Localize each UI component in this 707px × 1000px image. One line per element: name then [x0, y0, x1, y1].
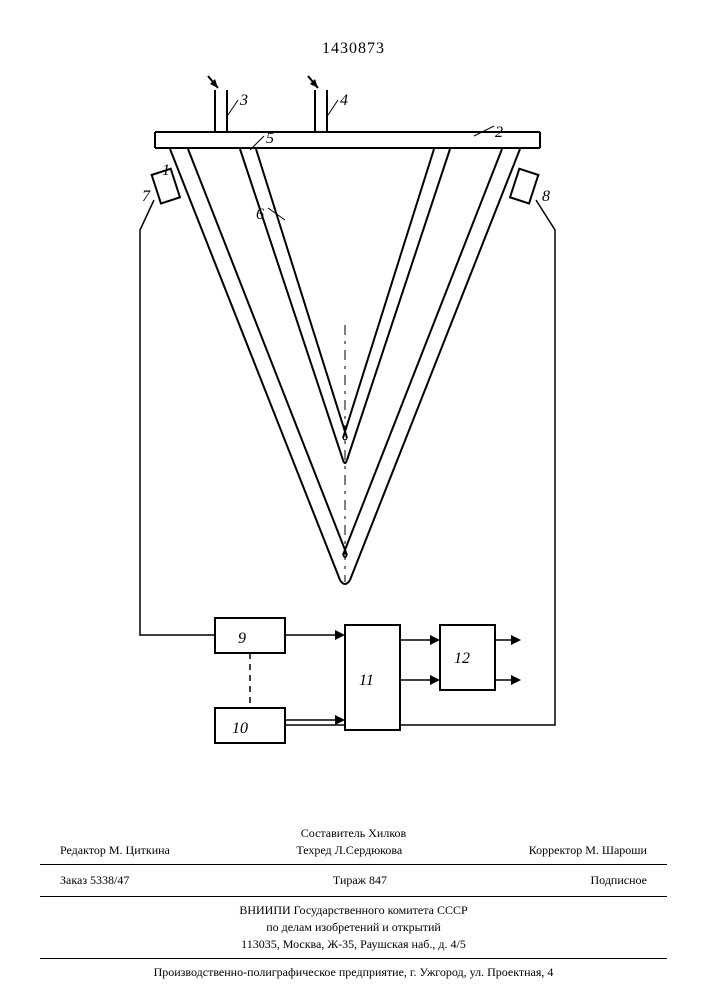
divider-1 [40, 864, 667, 865]
sensor-right [510, 169, 538, 204]
divider-3 [40, 958, 667, 959]
top-plate [155, 132, 540, 148]
leader-4 [328, 100, 338, 115]
footer: Составитель Хилков Редактор М. Циткина Т… [0, 824, 707, 1000]
patent-page: 1430873 [0, 0, 707, 1000]
block-9 [215, 618, 285, 653]
patent-number: 1430873 [0, 40, 707, 58]
label-9: 9 [238, 630, 246, 648]
label-11: 11 [359, 672, 374, 690]
link-11-12a [400, 635, 440, 645]
label-3: 3 [240, 92, 248, 110]
label-2: 2 [495, 124, 503, 142]
inner-funnel [240, 149, 450, 463]
compiler: Составитель Хилков [60, 826, 647, 841]
org-line-1: ВНИИПИ Государственного комитета СССР [0, 903, 707, 918]
label-1: 1 [162, 162, 170, 180]
patent-diagram [100, 70, 600, 790]
label-5: 5 [266, 130, 274, 148]
link-9-11 [285, 630, 345, 640]
arrow-right-icon [308, 76, 318, 88]
link-11-12b [400, 675, 440, 685]
leader-3 [228, 100, 238, 115]
divider-2 [40, 896, 667, 897]
label-12: 12 [454, 650, 470, 668]
inlet-right [315, 90, 327, 132]
leader-6 [268, 208, 285, 220]
wire-left [140, 200, 215, 635]
arrow-left-icon [208, 76, 218, 88]
printer: Производственно-полиграфическое предприя… [0, 965, 707, 980]
block-10 [215, 708, 285, 743]
editor: Редактор М. Циткина [60, 843, 170, 858]
out-12b [495, 675, 521, 685]
order: Заказ 5338/47 [60, 873, 129, 888]
tirazh: Тираж 847 [333, 873, 387, 888]
wire-right [285, 200, 555, 725]
label-6: 6 [256, 206, 264, 224]
corrector: Корректор М. Шароши [529, 843, 647, 858]
label-4: 4 [340, 92, 348, 110]
inlet-left [215, 90, 227, 132]
subscription: Подписное [591, 873, 648, 888]
address: 113035, Москва, Ж-35, Раушская наб., д. … [0, 937, 707, 952]
label-7: 7 [142, 188, 150, 206]
label-8: 8 [542, 188, 550, 206]
org-line-2: по делам изобретений и открытий [0, 920, 707, 935]
link-10-11 [285, 715, 345, 725]
techred: Техред Л.Сердюкова [296, 843, 402, 858]
out-12a [495, 635, 521, 645]
label-10: 10 [232, 720, 248, 738]
